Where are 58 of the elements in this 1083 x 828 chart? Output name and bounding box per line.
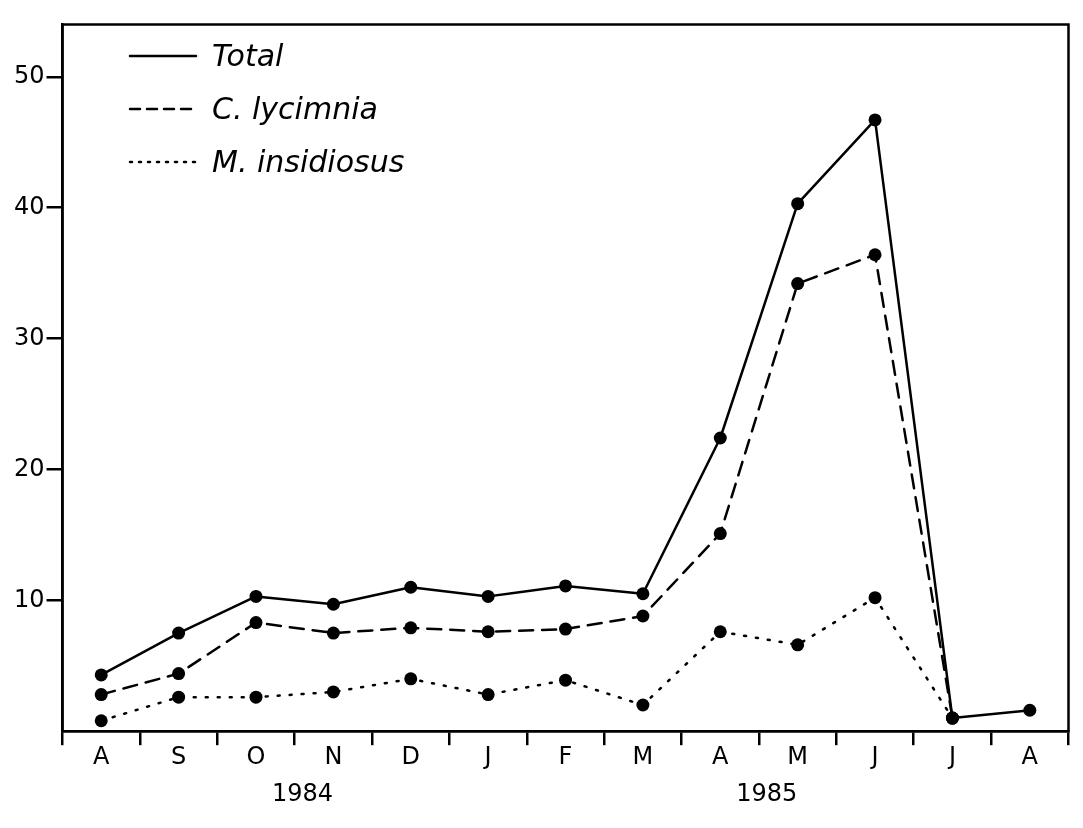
point <box>326 685 340 699</box>
point <box>1023 703 1037 717</box>
text: 1984 <box>271 779 333 808</box>
y-tick-label: 40 <box>13 191 45 220</box>
point <box>791 638 805 652</box>
point <box>172 690 186 704</box>
point <box>326 626 340 640</box>
point <box>636 698 650 712</box>
point <box>249 589 263 603</box>
point <box>868 248 882 262</box>
point <box>713 431 727 445</box>
point <box>172 626 186 640</box>
point <box>249 690 263 704</box>
text: 1985 <box>736 779 798 808</box>
point <box>404 580 418 594</box>
y-tick-label: 30 <box>13 322 45 351</box>
x-tick-label: A <box>712 741 730 770</box>
legend-label: M. insidiosus <box>212 144 405 179</box>
point <box>94 668 108 682</box>
point <box>94 714 108 728</box>
point <box>404 672 418 686</box>
point <box>404 621 418 635</box>
x-tick-label: O <box>246 741 266 770</box>
y-tick-label: 50 <box>13 60 45 89</box>
point <box>172 667 186 681</box>
point <box>791 197 805 211</box>
point <box>636 587 650 601</box>
point <box>945 711 959 725</box>
legend-label: Total <box>212 38 284 73</box>
point <box>559 673 573 687</box>
point <box>791 277 805 291</box>
point <box>713 625 727 639</box>
point <box>559 622 573 636</box>
y-tick-label: 20 <box>13 453 45 482</box>
point <box>481 625 495 639</box>
point <box>713 527 727 541</box>
x-tick-label: N <box>324 741 343 770</box>
point <box>481 688 495 702</box>
point <box>636 609 650 623</box>
point <box>326 597 340 611</box>
legend-label: C. lycimnia <box>212 91 378 126</box>
x-tick-label: D <box>401 741 420 770</box>
point <box>868 591 882 605</box>
x-tick-label: M <box>632 741 654 770</box>
point <box>94 688 108 702</box>
x-tick-label: J <box>946 741 956 770</box>
x-tick-label: A <box>1021 741 1039 770</box>
x-tick-label: M <box>787 741 809 770</box>
x-tick-label: F <box>558 741 573 770</box>
x-tick-label: S <box>170 741 187 770</box>
x-tick-label: A <box>93 741 111 770</box>
x-tick-label: J <box>869 741 879 770</box>
y-tick-label: 10 <box>13 584 45 613</box>
point <box>868 113 882 127</box>
point <box>559 579 573 593</box>
x-tick-label: J <box>482 741 492 770</box>
point <box>249 616 263 630</box>
point <box>481 589 495 603</box>
